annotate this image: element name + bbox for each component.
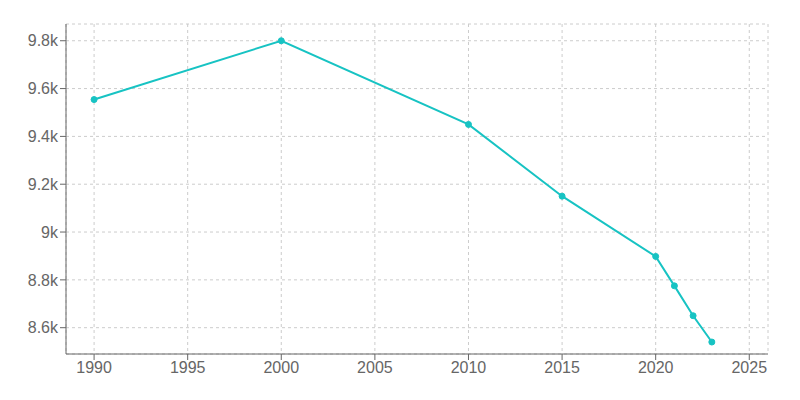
svg-text:8.6k: 8.6k [28,319,59,336]
svg-text:2000: 2000 [263,359,299,376]
svg-text:1995: 1995 [170,359,206,376]
svg-text:9.6k: 9.6k [28,80,59,97]
svg-text:8.8k: 8.8k [28,272,59,289]
svg-text:1990: 1990 [76,359,112,376]
svg-text:2005: 2005 [357,359,393,376]
svg-text:2025: 2025 [731,359,767,376]
svg-text:9.2k: 9.2k [28,176,59,193]
svg-text:2015: 2015 [544,359,580,376]
svg-text:9.4k: 9.4k [28,128,59,145]
svg-text:2020: 2020 [638,359,674,376]
svg-text:9.8k: 9.8k [28,32,59,49]
svg-text:2010: 2010 [451,359,487,376]
svg-text:9k: 9k [41,224,59,241]
